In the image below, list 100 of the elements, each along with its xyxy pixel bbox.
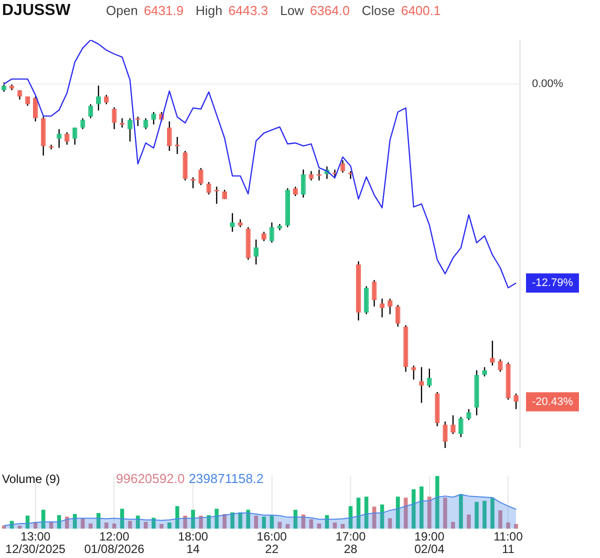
bar bbox=[104, 522, 108, 529]
candlestick bbox=[269, 222, 274, 244]
candlestick bbox=[293, 186, 298, 197]
bar bbox=[191, 510, 195, 529]
x-tick-label: 12:00 01/08/2026 bbox=[84, 529, 145, 556]
candlestick bbox=[166, 120, 172, 152]
candlestick bbox=[380, 298, 385, 318]
bar bbox=[120, 508, 124, 529]
bar bbox=[26, 516, 30, 529]
candlestick bbox=[33, 96, 38, 122]
bar bbox=[72, 514, 77, 529]
bar bbox=[325, 515, 329, 529]
candlestick bbox=[198, 167, 204, 186]
candlestick bbox=[308, 170, 314, 182]
x-tick-label: 19:00 02/04 bbox=[414, 529, 445, 556]
bar bbox=[238, 512, 242, 529]
bar bbox=[466, 514, 471, 529]
annotation: 239871158.2 bbox=[188, 471, 264, 486]
candlestick bbox=[426, 368, 432, 388]
y-tick-label: 0.00% bbox=[532, 78, 564, 90]
candlestick bbox=[88, 104, 94, 119]
bar bbox=[332, 522, 337, 529]
candlestick bbox=[395, 304, 400, 328]
bar bbox=[293, 510, 298, 529]
chart-title: DJUSSW bbox=[2, 2, 72, 20]
bar bbox=[506, 522, 510, 529]
candlestick bbox=[254, 238, 259, 266]
bar bbox=[396, 496, 400, 529]
bar bbox=[482, 500, 487, 529]
candlestick bbox=[388, 298, 392, 315]
candlestick bbox=[56, 128, 62, 148]
bar bbox=[262, 516, 266, 529]
candlestick bbox=[261, 231, 266, 242]
text: High 6443.3 bbox=[196, 3, 268, 18]
bar bbox=[246, 510, 250, 529]
bar bbox=[230, 512, 234, 529]
bar bbox=[198, 516, 203, 529]
candlestick bbox=[72, 126, 78, 146]
candlestick bbox=[514, 392, 519, 410]
bar bbox=[214, 508, 219, 529]
bar bbox=[514, 524, 518, 529]
bar bbox=[317, 524, 322, 529]
candlestick bbox=[466, 408, 472, 421]
candlestick bbox=[96, 84, 101, 112]
bar bbox=[88, 524, 93, 529]
annotation: 99620592.0 bbox=[116, 471, 185, 486]
bar bbox=[270, 516, 274, 529]
candlestick bbox=[64, 132, 70, 146]
candlestick bbox=[1, 82, 6, 92]
candlestick bbox=[230, 212, 235, 232]
x-tick-label: 11:00 11 bbox=[494, 529, 524, 556]
bar bbox=[458, 494, 463, 529]
candlestick bbox=[450, 414, 456, 435]
candlestick bbox=[419, 366, 424, 404]
bar bbox=[301, 514, 306, 529]
bar bbox=[443, 498, 448, 529]
x-tick-label: 18:00 14 bbox=[178, 529, 208, 556]
y-tick-label: -20.43% bbox=[532, 396, 574, 408]
text: Open 6431.9 bbox=[106, 3, 184, 18]
bar bbox=[498, 510, 502, 529]
text: Close 6400.1 bbox=[362, 3, 441, 18]
bar bbox=[136, 516, 140, 529]
bar bbox=[206, 515, 211, 529]
candlestick bbox=[151, 111, 156, 126]
candlestick bbox=[482, 366, 487, 378]
bar bbox=[254, 516, 258, 529]
bar bbox=[128, 520, 132, 529]
candlestick bbox=[442, 420, 448, 449]
bar bbox=[309, 519, 314, 529]
x-tick-label: 13:00 12/30/2025 bbox=[5, 529, 66, 556]
candlestick bbox=[104, 94, 109, 105]
bar bbox=[160, 524, 164, 529]
bar bbox=[356, 498, 360, 529]
bar bbox=[41, 510, 46, 529]
candlestick bbox=[120, 118, 125, 128]
candlestick bbox=[128, 118, 132, 142]
bar bbox=[427, 496, 432, 529]
chart-title: Volume (9) bbox=[2, 472, 62, 486]
x-tick-label: 17:00 28 bbox=[336, 529, 366, 556]
candlestick bbox=[411, 364, 416, 380]
bar bbox=[388, 518, 392, 529]
y-tick-label: -12.79% bbox=[532, 276, 574, 289]
x-tick-label: 16:00 22 bbox=[256, 529, 288, 556]
bar bbox=[152, 518, 156, 529]
bar bbox=[380, 504, 384, 529]
text: Low 6364.0 bbox=[280, 3, 350, 18]
bar bbox=[412, 489, 416, 529]
bar bbox=[222, 514, 227, 529]
bar bbox=[18, 526, 22, 529]
bar bbox=[364, 496, 368, 529]
candlestick bbox=[490, 340, 495, 366]
bar bbox=[420, 486, 424, 529]
bar bbox=[490, 498, 494, 529]
bar bbox=[96, 512, 100, 529]
bar bbox=[474, 502, 479, 529]
candlestick bbox=[458, 416, 464, 438]
bar bbox=[348, 506, 353, 529]
candlestick bbox=[300, 168, 306, 198]
bar bbox=[278, 522, 282, 529]
bar bbox=[65, 516, 69, 529]
